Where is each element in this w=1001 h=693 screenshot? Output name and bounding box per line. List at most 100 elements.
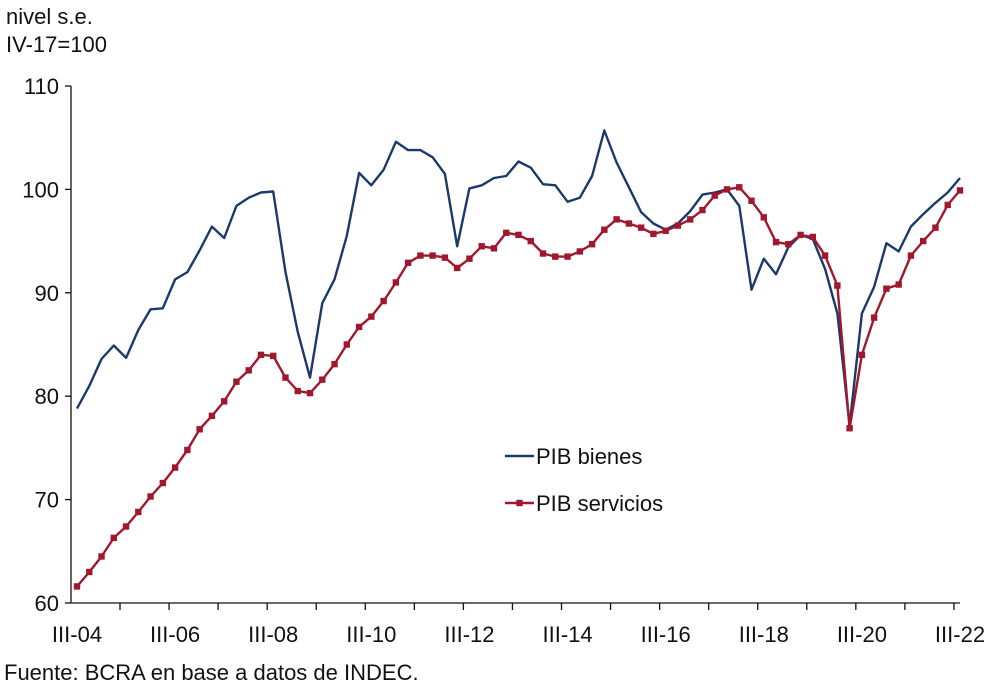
pib-servicios-point	[270, 352, 277, 360]
x-tick-label: III-20	[837, 622, 887, 647]
legend-marker-pib-servicios	[516, 499, 523, 507]
pib-servicios-point	[282, 374, 289, 381]
line-chart: 60 70 80 90 100 110 III-04 III-06 III-08 III-10 II…	[22, 74, 985, 647]
pib-servicios-point	[73, 583, 81, 590]
pib-servicios-point	[220, 398, 228, 405]
pib-servicios-point	[613, 216, 620, 223]
x-tick-label: III-08	[248, 622, 298, 647]
pib-servicios-point	[245, 367, 252, 374]
pib-servicios-point	[601, 226, 608, 233]
pib-servicios-point	[208, 412, 216, 420]
pib-servicios-point	[772, 238, 780, 246]
pib-servicios-point	[588, 241, 596, 248]
pib-servicios-point	[674, 222, 682, 229]
pib-servicios-point	[637, 224, 645, 231]
pib-servicios-point	[319, 376, 326, 383]
pib-servicios-point	[711, 192, 718, 199]
pib-servicios-point	[110, 534, 117, 542]
pib-servicios-point	[147, 493, 154, 500]
pib-servicios-point	[515, 231, 522, 239]
pib-servicios-point	[98, 553, 105, 560]
x-tick-label: III-04	[52, 622, 102, 647]
pib-servicios-point	[907, 252, 915, 259]
pib-servicios-point	[355, 323, 363, 331]
pib-servicios-point	[503, 229, 510, 237]
pib-servicios-point	[650, 230, 657, 238]
pib-servicios-point	[331, 360, 338, 368]
pib-servicios-point	[196, 426, 203, 433]
y-axis-base-label: IV-17=100	[6, 32, 107, 57]
pib-servicios-point	[834, 282, 841, 289]
pib-servicios-point	[380, 297, 387, 305]
pib-servicios-point	[343, 341, 351, 348]
pib-servicios-point	[478, 243, 485, 250]
x-tick-label: III-16	[641, 622, 691, 647]
pib-servicios-point	[453, 264, 461, 272]
x-tick-label: III-18	[739, 622, 789, 647]
pib-servicios-point	[306, 389, 314, 397]
pib-servicios-point	[294, 387, 301, 395]
pib-servicios-point	[625, 220, 633, 227]
pib-servicios-point	[870, 314, 878, 321]
pib-servicios-point	[184, 446, 191, 454]
y-tick-label: 100	[22, 177, 59, 202]
pib-servicios-point	[858, 351, 866, 359]
source-note: Fuente: BCRA en base a datos de INDEC.	[4, 660, 419, 685]
y-tick-label: 60	[35, 591, 59, 616]
pib-servicios-point	[699, 206, 706, 214]
pib-servicios-point	[797, 231, 804, 239]
y-tick-label: 70	[35, 488, 59, 513]
pib-servicios-point	[527, 237, 534, 245]
pib-servicios-point	[417, 252, 424, 259]
x-tick-label: III-10	[346, 622, 396, 647]
pib-servicios-point	[686, 216, 694, 223]
pib-servicios-point	[809, 233, 817, 241]
pib-servicios-point	[944, 201, 951, 209]
series-lines	[73, 129, 964, 590]
pib-servicios-point	[883, 285, 890, 292]
legend: PIB bienes PIB servicios	[505, 444, 663, 516]
pib-servicios-point	[404, 259, 412, 267]
pib-servicios-point	[821, 252, 829, 259]
pib-servicios-point	[564, 253, 571, 260]
pib-servicios-point	[552, 253, 559, 260]
pib-servicios-point	[122, 523, 130, 530]
pib-servicios-point	[895, 281, 902, 288]
y-tick-label: 80	[35, 384, 59, 409]
pib-servicios-point	[846, 425, 853, 432]
pib-servicios-point	[257, 351, 265, 359]
x-tick-label: III-12	[444, 622, 494, 647]
legend-label-pib-servicios: PIB servicios	[536, 491, 663, 516]
y-tick-label: 90	[35, 281, 59, 306]
pib-servicios-point	[956, 187, 964, 194]
x-tick-label: III-06	[150, 622, 200, 647]
legend-label-pib-bienes: PIB bienes	[536, 444, 642, 469]
axes: 60 70 80 90 100 110 III-04 III-06 III-08 III-10 II…	[22, 74, 985, 647]
pib-servicios-point	[662, 227, 669, 234]
pib-servicios-point	[748, 197, 755, 204]
pib-bienes-line	[75, 129, 961, 427]
pib-servicios-point	[576, 248, 584, 255]
y-tick-label: 110	[24, 74, 59, 99]
pib-servicios-point	[466, 255, 473, 262]
pib-servicios-point	[920, 237, 927, 245]
pib-servicios-point	[86, 568, 93, 576]
pib-servicios-point	[159, 479, 167, 487]
pib-servicios-point	[539, 250, 547, 257]
x-tick-label: III-14	[542, 622, 592, 647]
pib-servicios-line	[76, 186, 961, 588]
pib-servicios-point	[135, 508, 142, 516]
y-axis-unit-label: nivel s.e.	[6, 4, 93, 29]
pib-servicios-point	[392, 279, 400, 286]
x-tick-label: III-22	[935, 622, 985, 647]
pib-servicios-point	[368, 313, 375, 320]
pib-servicios-point	[736, 184, 743, 191]
pib-servicios-point	[233, 378, 240, 385]
pib-servicios-point	[490, 245, 498, 252]
pib-servicios-point	[760, 214, 767, 221]
pib-servicios-point	[441, 254, 449, 261]
pib-servicios-point	[723, 186, 731, 193]
pib-servicios-point	[785, 241, 792, 248]
pib-servicios-point	[932, 224, 939, 231]
pib-servicios-point	[171, 464, 179, 471]
